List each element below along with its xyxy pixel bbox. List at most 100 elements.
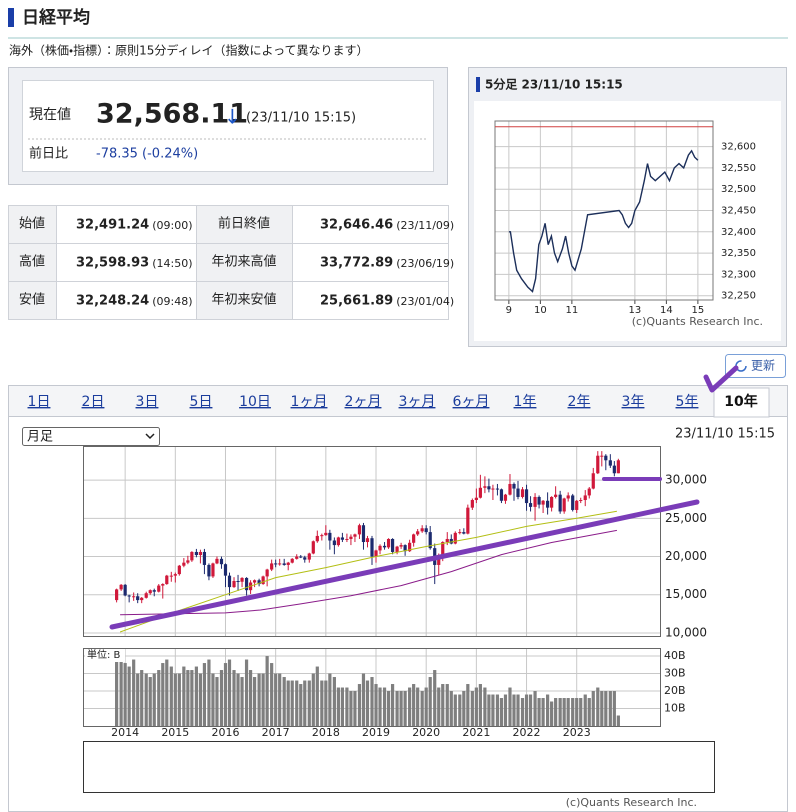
refresh-label[interactable]: 更新 [751, 359, 775, 373]
candle-body [274, 563, 278, 565]
volume-bar [386, 691, 391, 726]
candle-body [303, 557, 307, 560]
volume-bar [587, 698, 591, 726]
candle-body [198, 551, 203, 556]
candle-body [295, 556, 299, 559]
candle-body [127, 595, 131, 597]
volume-bar [374, 684, 378, 726]
tab[interactable]: 2ヶ月 [345, 394, 382, 410]
candle-body [232, 580, 236, 588]
candle-body [537, 496, 541, 505]
candle-body [437, 555, 441, 565]
tab[interactable]: 2日 [82, 394, 105, 410]
volume-bar [612, 691, 616, 726]
x-tick-label: 2019 [362, 726, 390, 739]
tabs: 1日 2日 3日 5日 10日 1ヶ月 2ヶ月 3ヶ月 6ヶ月 1年 2年 3年 5年 10年 [28, 387, 770, 418]
tab[interactable]: 3年 [622, 394, 645, 410]
candle-body [227, 575, 232, 588]
volume-bar [487, 694, 491, 726]
x-tick-label: 15 [692, 305, 705, 316]
plot-frame [494, 120, 714, 301]
candle-body [119, 584, 123, 590]
candle-body [328, 532, 332, 541]
candle-body [320, 535, 324, 537]
tab[interactable]: 3ヶ月 [399, 394, 436, 410]
candle-body [236, 580, 240, 582]
volume-bar [290, 680, 294, 726]
y-tick-label: 30B [664, 667, 686, 680]
candle-body [416, 531, 420, 535]
candle-body [587, 488, 591, 496]
candle-body [140, 597, 144, 601]
volume-bar [232, 670, 236, 726]
tab[interactable]: 1年 [514, 394, 537, 410]
stat-time: (23/06/19) [396, 257, 454, 270]
candle-body [182, 562, 186, 566]
candle-body [566, 495, 570, 499]
tab[interactable]: 10日 [239, 394, 271, 410]
volume-bar [483, 687, 487, 726]
candle-body [211, 563, 215, 577]
tab[interactable]: 3日 [136, 394, 159, 410]
volume-bar [349, 691, 353, 726]
stat-value: 33,772.89 [320, 256, 393, 271]
candle-body [550, 496, 554, 508]
volume-bar [596, 687, 600, 726]
volume-bar [412, 684, 416, 726]
tab[interactable]: 6ヶ月 [453, 394, 490, 410]
x-tick-label: 9 [506, 305, 512, 316]
stat-label: 安値 [19, 292, 45, 308]
candle-body [286, 562, 290, 565]
candle-body [299, 556, 303, 558]
tab[interactable]: 5日 [190, 394, 213, 410]
candle-body [533, 496, 537, 507]
candle-body [478, 487, 482, 498]
candle-body [403, 545, 407, 552]
candle-body [512, 483, 516, 489]
volume-bar [169, 666, 173, 726]
candle-body [449, 538, 453, 544]
volume-bar [115, 659, 119, 726]
x-tick-label: 2020 [412, 726, 440, 739]
y-tick-label: 32,400 [721, 227, 756, 238]
tab[interactable]: 1ヶ月 [291, 394, 328, 410]
volume-bar [579, 698, 583, 726]
candle-body [370, 538, 374, 557]
volume-bar [127, 666, 131, 726]
volume-bar [219, 670, 224, 726]
stat-value: 32,598.93 [76, 256, 149, 271]
page-title: 日経平均 [22, 7, 90, 28]
volume-bar [257, 673, 261, 726]
tab[interactable]: 2年 [568, 394, 591, 410]
volume-bar [395, 691, 399, 726]
candle-body [458, 532, 462, 534]
volume-bar [223, 663, 228, 726]
y-tick-label: 32,450 [721, 206, 756, 217]
volume-bar [403, 691, 407, 726]
candle-body [453, 532, 457, 544]
candle-body [265, 569, 269, 577]
volume-bar [546, 694, 550, 726]
volume-bar [541, 698, 545, 726]
interval-label[interactable]: 月足 [27, 430, 53, 445]
stat-label: 年初来安値 [211, 292, 276, 308]
tab[interactable]: 10年 [724, 393, 757, 410]
intraday-inner [474, 101, 781, 341]
volume-bar [140, 670, 144, 726]
tab[interactable]: 5年 [676, 394, 699, 410]
interval-select[interactable]: 月足 [22, 427, 160, 446]
candle-body [240, 577, 244, 582]
volume-bar [433, 670, 437, 726]
candle-body [390, 538, 395, 552]
intraday-credit: (c)Quants Research Inc. [632, 315, 763, 328]
volume-bar [408, 687, 412, 726]
volume-bar [190, 670, 194, 726]
volume-bar [591, 691, 595, 726]
candle-body [558, 494, 562, 512]
volume-bar [119, 656, 123, 726]
refresh-button[interactable]: 更新 [725, 354, 786, 378]
candle-body [424, 528, 428, 533]
tab[interactable]: 1日 [28, 394, 51, 410]
